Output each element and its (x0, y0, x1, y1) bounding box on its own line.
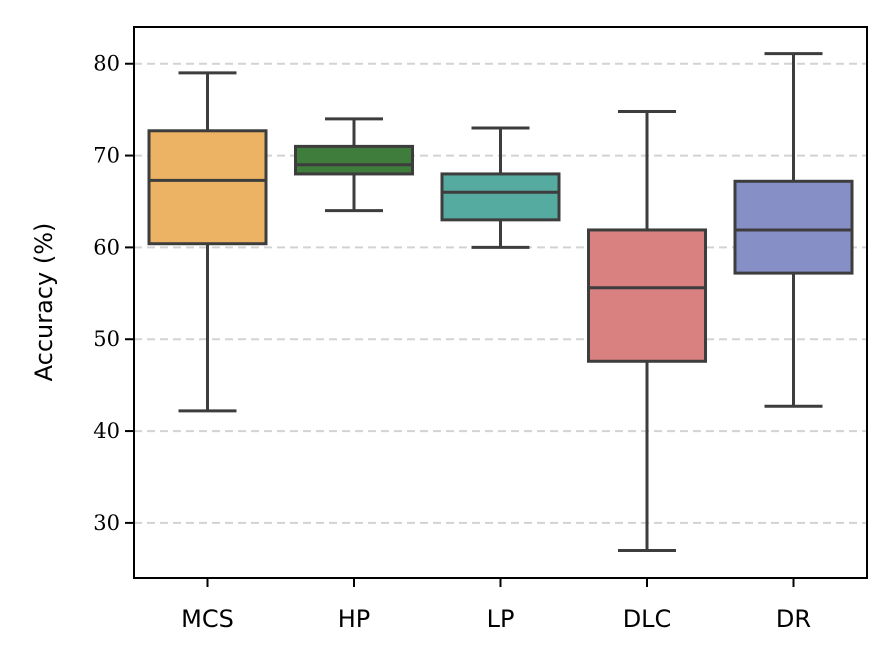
x-tick-label-mcs: MCS (181, 605, 234, 633)
iqr-box (440, 172, 561, 222)
box-dlc (587, 109, 707, 552)
y-axis-title: Accuracy (%) (30, 223, 58, 382)
x-tick-label-dlc: DLC (623, 605, 672, 633)
iqr-box (587, 228, 707, 363)
y-tick-label-80: 80 (93, 52, 120, 76)
plot-frame (133, 26, 868, 579)
box-series (147, 52, 854, 552)
y-axis: 30 40 50 60 70 80 (93, 52, 134, 535)
x-tick-label-lp: LP (487, 605, 515, 633)
y-tick-label-40: 40 (93, 419, 120, 443)
x-axis: MCS HP LP DLC DR (181, 578, 811, 633)
iqr-box (733, 179, 854, 275)
y-tick-label-70: 70 (93, 144, 120, 168)
y-tick-label-60: 60 (93, 235, 120, 259)
iqr-box (147, 129, 268, 246)
box-mcs (147, 71, 268, 413)
iqr-box (294, 144, 414, 176)
y-tick-label-30: 30 (93, 511, 120, 535)
y-tick-label-50: 50 (93, 327, 120, 351)
x-tick-label-hp: HP (338, 605, 371, 633)
box-dr (733, 52, 854, 408)
box-hp (294, 117, 414, 213)
x-tick-label-dr: DR (776, 605, 811, 633)
box-lp (440, 126, 561, 249)
